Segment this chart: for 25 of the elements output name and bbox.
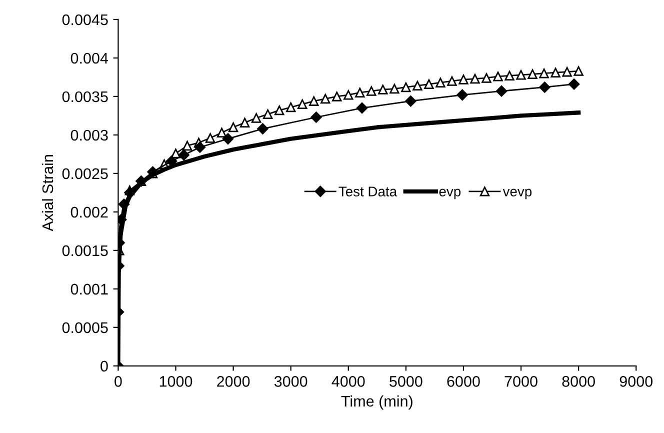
legend-label: Test Data [338, 186, 398, 196]
y-tick-label: 0.0015 [62, 245, 108, 256]
x-tick-label: 7000 [504, 376, 538, 387]
x-tick-label: 9000 [620, 376, 653, 387]
x-tick-label: 3000 [274, 376, 308, 387]
y-tick-label: 0.0025 [62, 168, 108, 180]
x-tick-label: 6000 [447, 376, 480, 387]
x-tick-label: 4000 [332, 376, 365, 387]
legend-label: vevp [502, 188, 532, 200]
y-tick-label: 0.001 [70, 284, 108, 295]
legend-label: evp [439, 188, 461, 200]
y-tick-label: 0 [100, 360, 108, 372]
x-tick-label: 5000 [390, 376, 422, 387]
x-tick-label: 8000 [562, 376, 595, 387]
x-tick-label: 1000 [160, 376, 192, 387]
x-tick-label: 0 [114, 376, 122, 387]
y-tick-label: 0.0005 [62, 322, 108, 334]
y-tick-label: 0.004 [70, 52, 108, 64]
x-axis-title: Time (min) [341, 395, 412, 410]
y-tick-label: 0.0035 [62, 91, 108, 102]
y-tick-label: 0.002 [70, 206, 108, 218]
y-axis-title: Axial Strain [42, 155, 54, 232]
x-tick-label: 2000 [217, 376, 250, 387]
y-tick-label: 0.003 [70, 130, 108, 141]
y-tick-label: 0.0045 [62, 14, 108, 26]
